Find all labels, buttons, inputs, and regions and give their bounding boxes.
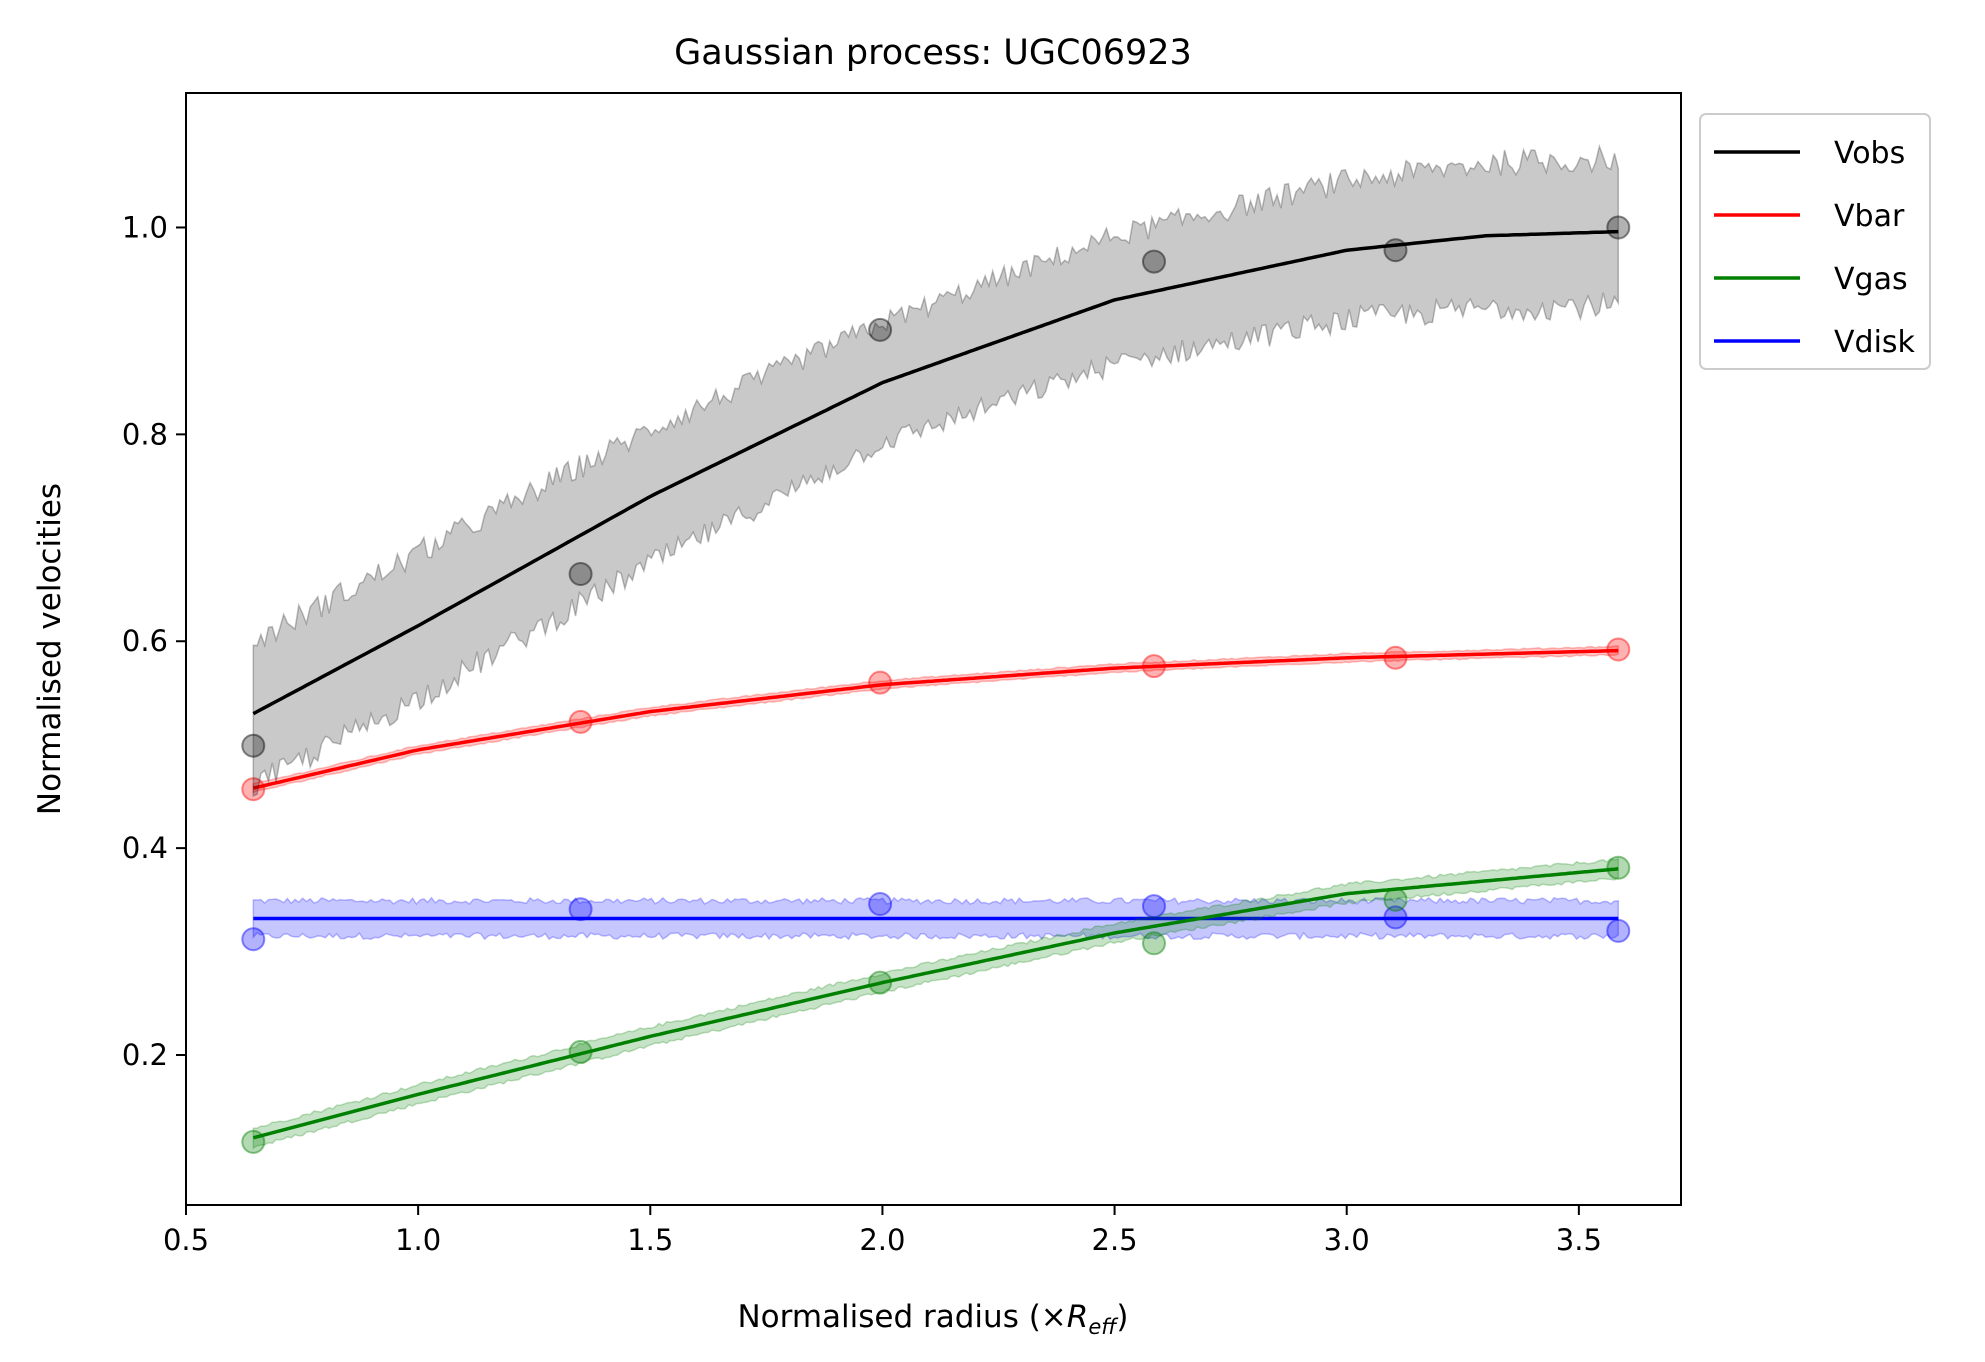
chart-title: Gaussian process: UGC06923	[674, 33, 1192, 73]
x-axis-title: Normalised radius (×Reff)	[737, 1299, 1128, 1339]
y-axis-title: Normalised velocities	[32, 483, 68, 815]
point-vobs	[1606, 215, 1631, 240]
point-vbar	[241, 777, 266, 802]
point-vdisk	[1606, 918, 1631, 943]
legend-box	[1699, 113, 1931, 370]
point-vdisk	[1142, 894, 1166, 919]
band-vobs	[252, 143, 1620, 798]
axes: 0.5 1.0 1.5 2.0 2.5 3.0 3.5 0.2 0.4 0.6 0.8 1.0	[122, 210, 1602, 1257]
band-vbar	[252, 645, 1620, 794]
y-tick-label: 0.8	[122, 417, 168, 451]
legend-label-vdisk: Vdisk	[1834, 325, 1916, 360]
x-tick-label: 2.0	[859, 1223, 905, 1257]
legend-label-vbar: Vbar	[1834, 199, 1905, 234]
point-vgas	[1606, 855, 1631, 880]
plot-area	[241, 143, 1631, 1154]
point-vdisk	[241, 927, 266, 952]
x-tick-label: 1.0	[395, 1223, 441, 1257]
line-vgas	[252, 867, 1619, 1140]
point-vobs	[568, 562, 593, 586]
point-vobs	[1383, 238, 1408, 263]
line-vbar	[252, 648, 1619, 790]
point-vgas	[1383, 887, 1408, 912]
point-vdisk	[868, 892, 893, 916]
point-vobs	[241, 733, 266, 758]
y-tick-label: 0.2	[122, 1038, 168, 1072]
legend-label-vobs: Vobs	[1834, 136, 1905, 171]
legend-label-vgas: Vgas	[1834, 262, 1908, 297]
y-tick-label: 1.0	[122, 210, 168, 244]
point-vobs	[1142, 249, 1166, 274]
line-vobs	[252, 229, 1619, 716]
x-tick-label: 3.5	[1556, 1223, 1602, 1257]
point-vobs	[868, 317, 893, 342]
legend: Vobs Vbar Vgas Vdisk	[1699, 113, 1931, 370]
y-tick-label: 0.4	[122, 831, 168, 865]
x-tick-label: 3.0	[1324, 1223, 1370, 1257]
plot-frame	[185, 92, 1682, 1206]
band-vgas	[252, 857, 1620, 1150]
x-tick-label: 0.5	[163, 1223, 209, 1257]
x-tick-label: 2.5	[1092, 1223, 1138, 1257]
point-vgas	[1142, 931, 1166, 956]
y-tick-label: 0.6	[122, 624, 168, 658]
x-tick-label: 1.5	[627, 1223, 673, 1257]
